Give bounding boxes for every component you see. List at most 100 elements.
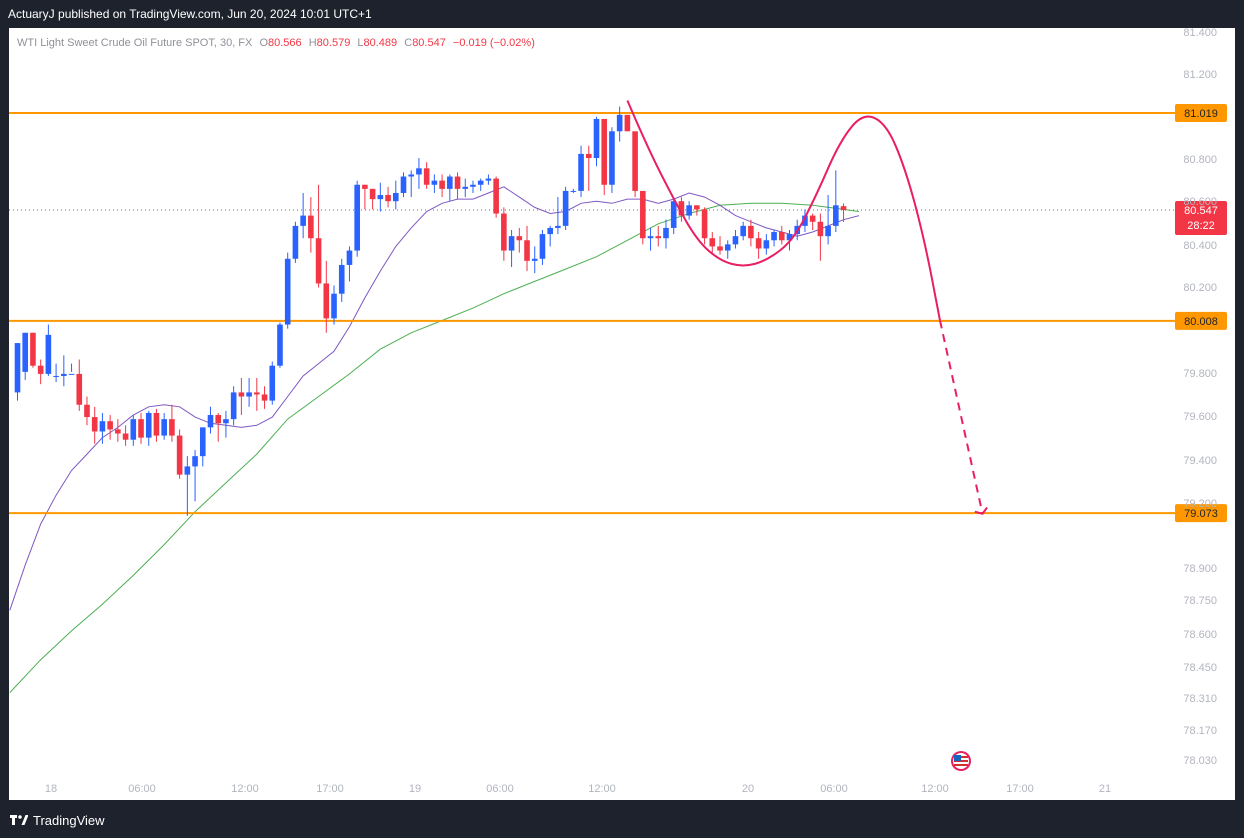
candle[interactable] xyxy=(68,363,75,375)
candle[interactable] xyxy=(30,332,36,368)
candle[interactable] xyxy=(377,182,384,212)
candle[interactable] xyxy=(454,172,461,200)
candle[interactable] xyxy=(732,229,739,249)
candle[interactable] xyxy=(632,131,638,198)
candle[interactable] xyxy=(107,415,113,440)
candle[interactable] xyxy=(809,213,816,230)
candle[interactable] xyxy=(323,260,330,333)
candle[interactable] xyxy=(392,180,399,210)
candle[interactable] xyxy=(501,207,507,261)
chart-frame[interactable]: 81.019 80.008 79.073 80.547 28:22 81.400 81.… xyxy=(9,28,1235,800)
candle[interactable] xyxy=(624,114,631,132)
candle[interactable] xyxy=(254,378,260,411)
candle[interactable] xyxy=(771,229,777,247)
candle[interactable] xyxy=(22,332,29,381)
candle[interactable] xyxy=(184,456,191,516)
candle[interactable] xyxy=(292,221,299,263)
candle[interactable] xyxy=(470,180,476,193)
tradingview-brand[interactable]: TradingView xyxy=(10,813,105,828)
candle[interactable] xyxy=(717,236,723,255)
candle[interactable] xyxy=(238,378,245,416)
candle[interactable] xyxy=(76,359,83,411)
candle[interactable] xyxy=(663,219,669,249)
candle[interactable] xyxy=(508,229,515,267)
candle[interactable] xyxy=(176,429,183,479)
candle[interactable] xyxy=(45,324,52,376)
candle[interactable] xyxy=(14,343,21,401)
candle[interactable] xyxy=(817,213,824,261)
candle[interactable] xyxy=(802,209,808,233)
candle[interactable] xyxy=(670,199,677,235)
candle[interactable] xyxy=(400,172,407,198)
candle[interactable] xyxy=(261,386,268,409)
candle[interactable] xyxy=(246,378,252,407)
candle[interactable] xyxy=(840,203,847,222)
candle[interactable] xyxy=(385,186,391,208)
candle[interactable] xyxy=(284,252,291,329)
candle[interactable] xyxy=(346,246,353,282)
candle[interactable] xyxy=(37,359,44,385)
candle[interactable] xyxy=(199,427,206,467)
candle[interactable] xyxy=(748,219,754,247)
candle[interactable] xyxy=(531,246,538,274)
candle[interactable] xyxy=(161,412,167,440)
candle[interactable] xyxy=(145,410,152,446)
candle[interactable] xyxy=(516,227,523,253)
candle[interactable] xyxy=(122,425,129,446)
candle[interactable] xyxy=(709,232,716,253)
candle[interactable] xyxy=(130,415,137,446)
candle[interactable] xyxy=(115,419,121,442)
candle[interactable] xyxy=(477,178,484,191)
candle[interactable] xyxy=(331,285,337,325)
candle[interactable] xyxy=(431,174,438,193)
candle[interactable] xyxy=(585,145,592,191)
candle[interactable] xyxy=(169,404,175,442)
candle[interactable] xyxy=(362,184,368,210)
candle[interactable] xyxy=(230,386,237,426)
candle[interactable] xyxy=(192,449,198,502)
candle[interactable] xyxy=(616,106,623,142)
candle[interactable] xyxy=(416,158,422,189)
candle[interactable] xyxy=(724,240,731,259)
candle[interactable] xyxy=(84,396,90,426)
candle[interactable] xyxy=(609,127,615,193)
candle[interactable] xyxy=(555,197,561,235)
candle[interactable] xyxy=(223,410,229,438)
candle[interactable] xyxy=(655,225,662,247)
candle[interactable] xyxy=(570,188,577,193)
candle[interactable] xyxy=(423,162,430,189)
candle[interactable] xyxy=(338,258,345,302)
plot-area[interactable] xyxy=(9,28,1235,800)
candle[interactable] xyxy=(99,412,106,444)
candle[interactable] xyxy=(778,225,785,245)
candle[interactable] xyxy=(447,174,453,202)
candle[interactable] xyxy=(53,363,59,383)
candle[interactable] xyxy=(593,116,600,167)
candle[interactable] xyxy=(61,355,67,387)
candle[interactable] xyxy=(755,232,762,259)
candle[interactable] xyxy=(640,190,646,245)
candle[interactable] xyxy=(315,184,322,288)
us-flag-icon[interactable] xyxy=(951,751,971,771)
candle[interactable] xyxy=(207,406,214,434)
candle[interactable] xyxy=(678,197,685,222)
candle[interactable] xyxy=(153,408,160,442)
candle[interactable] xyxy=(354,180,360,257)
candle[interactable] xyxy=(701,207,708,245)
projection-dashed-line[interactable] xyxy=(939,320,984,514)
candle[interactable] xyxy=(763,234,770,255)
candle[interactable] xyxy=(308,197,314,253)
projection-curve[interactable] xyxy=(626,100,941,321)
candle[interactable] xyxy=(740,221,746,241)
candle[interactable] xyxy=(485,174,492,185)
candle[interactable] xyxy=(539,229,546,265)
candle[interactable] xyxy=(524,225,530,272)
candle[interactable] xyxy=(439,174,445,198)
candle[interactable] xyxy=(408,170,415,198)
candle[interactable] xyxy=(694,205,700,216)
candle[interactable] xyxy=(562,186,569,230)
candle[interactable] xyxy=(462,178,469,198)
candle[interactable] xyxy=(138,412,144,444)
candle[interactable] xyxy=(300,192,306,239)
candle[interactable] xyxy=(215,412,222,442)
